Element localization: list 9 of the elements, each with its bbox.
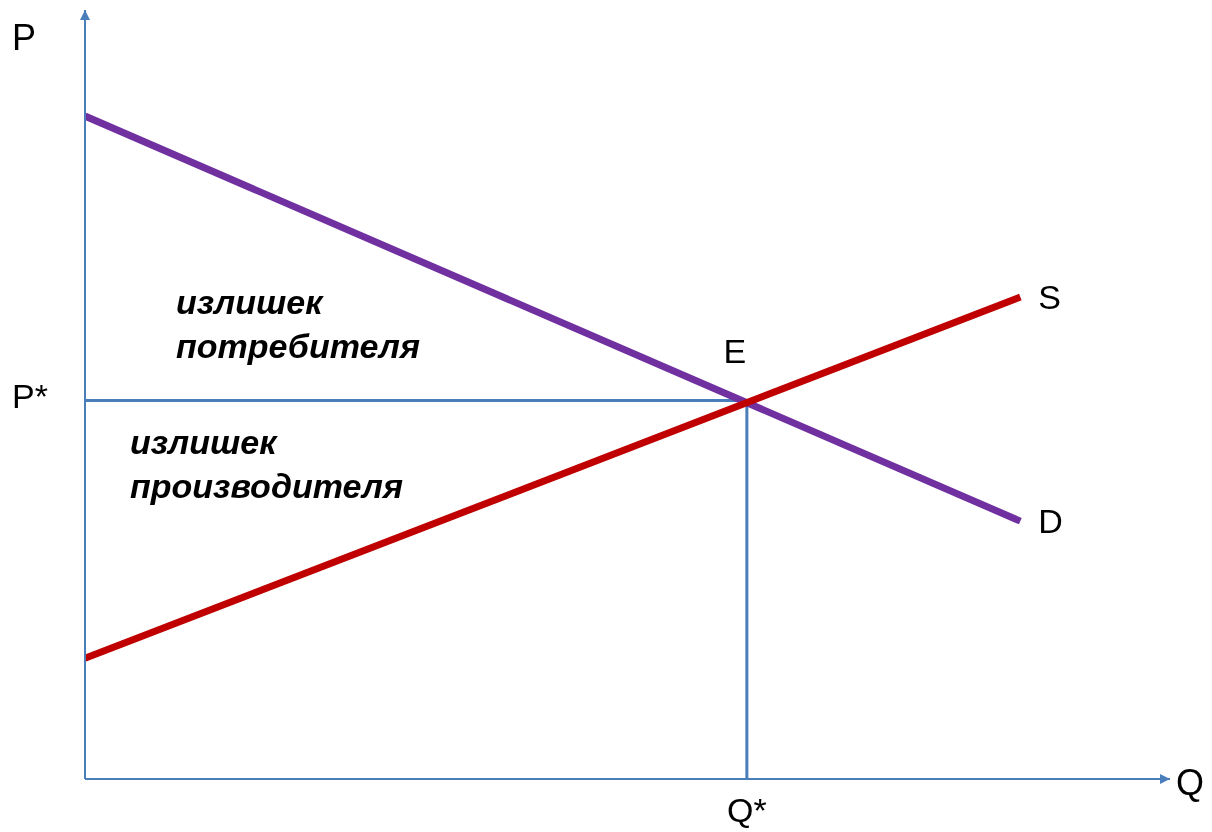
annotation: излишек потребителя (176, 282, 421, 367)
annotation: излишек производителя (130, 422, 404, 507)
ref-line-label: P* (12, 377, 48, 416)
y-axis-title: P (12, 17, 37, 58)
text: Q* (727, 791, 767, 829)
x-axis-title: Q (1176, 762, 1205, 803)
series-label: D (1038, 502, 1063, 541)
annotation: E (723, 331, 747, 370)
series-label: S (1038, 278, 1062, 317)
